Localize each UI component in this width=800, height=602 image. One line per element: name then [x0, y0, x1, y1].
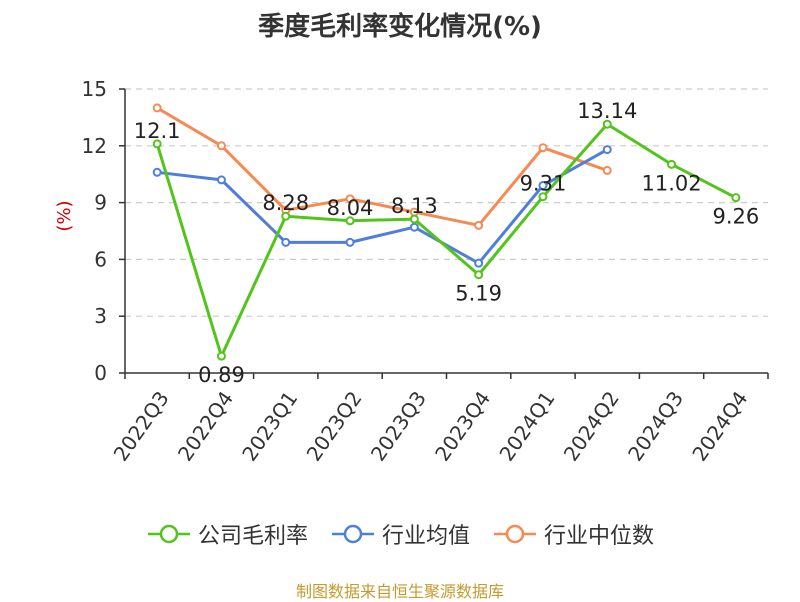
data-point [216, 141, 226, 151]
x-tick-label: 2024Q4 [687, 387, 752, 466]
y-tick-label: 0 [94, 361, 107, 385]
series-line-1 [156, 148, 608, 265]
data-point [538, 181, 548, 191]
grid-lines [125, 88, 768, 317]
x-tick-label: 2023Q1 [237, 387, 302, 466]
data-point [216, 351, 226, 361]
data-point [409, 214, 419, 224]
data-point [216, 175, 226, 185]
series-line-2 [156, 106, 608, 227]
data-point [474, 270, 484, 280]
y-tick-label: 3 [94, 304, 107, 328]
x-tick-label: 2024Q3 [623, 387, 688, 466]
series-lines [152, 103, 741, 361]
data-point [667, 159, 677, 169]
data-label: 8.28 [262, 191, 309, 215]
x-tick-label: 2024Q2 [559, 387, 624, 466]
legend-label-industry-mean: 行业均值 [381, 524, 470, 549]
y-tick-label: 12 [82, 134, 107, 158]
data-point [152, 139, 162, 149]
series-line-0 [155, 122, 737, 358]
y-tick-label: 6 [94, 247, 107, 271]
data-point [409, 222, 419, 232]
x-tick-label: 2024Q1 [494, 387, 559, 466]
data-point [602, 145, 612, 155]
data-label: 0.89 [198, 363, 245, 387]
data-labels: 12.1 0.89 8.28 8.04 8.13 5.19 9.31 13.14 11.02 9.… [134, 99, 759, 387]
legend-item-industry-median[interactable]: 行业中位数 [492, 518, 654, 550]
legend-marker-company-icon [147, 524, 190, 544]
legend-label-industry-median: 行业中位数 [544, 524, 655, 549]
data-label: 8.04 [327, 196, 374, 220]
data-point [345, 237, 355, 247]
data-point [602, 165, 612, 175]
legend-item-company[interactable]: 公司毛利率 [146, 518, 308, 550]
x-tick-label: 2023Q2 [302, 387, 367, 466]
x-tick-label: 2023Q3 [366, 387, 431, 466]
x-tick-label: 2022Q4 [173, 387, 238, 466]
data-point [731, 193, 741, 203]
chart-title: 季度毛利率变化情况(%) [258, 12, 542, 42]
legend-marker-industry-median-icon [494, 524, 536, 544]
data-label: 8.13 [391, 194, 438, 218]
data-label: 12.1 [134, 119, 181, 143]
data-label: 9.26 [712, 205, 759, 229]
data-point [152, 167, 162, 177]
data-point [602, 119, 612, 129]
data-point [281, 237, 291, 247]
data-point [281, 211, 291, 221]
y-axis-unit-label: (%) [54, 200, 75, 231]
data-point [474, 220, 484, 230]
y-tick-label: 9 [94, 191, 107, 215]
data-point [474, 258, 484, 268]
x-tick-label: 2023Q4 [430, 387, 495, 466]
data-point [345, 216, 355, 226]
data-point [152, 103, 162, 113]
x-tick-label: 2022Q3 [109, 387, 174, 466]
data-label: 11.02 [641, 171, 701, 195]
legend-item-industry-mean[interactable]: 行业均值 [330, 518, 470, 550]
y-tick-label: 15 [82, 77, 107, 101]
source-note: 制图数据来自恒生聚源数据库 [295, 582, 504, 601]
data-label: 5.19 [455, 282, 502, 306]
data-label: 9.31 [520, 172, 567, 196]
data-label: 13.14 [577, 99, 637, 123]
legend-label-company: 公司毛利率 [197, 524, 308, 549]
data-point [538, 192, 548, 202]
legend-marker-industry-mean-icon [331, 524, 374, 544]
legend: 公司毛利率 行业均值 行业中位数 [0, 518, 800, 550]
data-point [345, 194, 355, 204]
data-point [538, 143, 548, 153]
